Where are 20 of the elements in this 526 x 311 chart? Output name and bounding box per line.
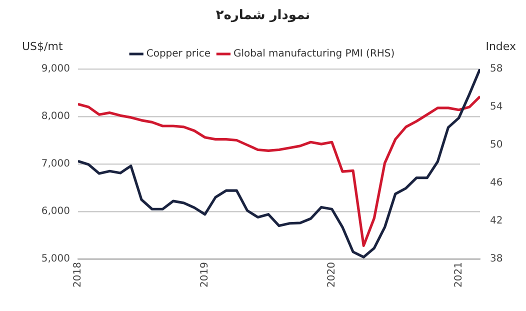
y2-tick-label: 58 <box>490 64 503 75</box>
y2-tick-label: 54 <box>490 102 503 113</box>
y-tick-label: 8,000 <box>41 111 70 122</box>
y2-tick-label: 50 <box>490 140 503 151</box>
x-tick-label: 2018 <box>72 262 84 288</box>
y-tick-label: 5,000 <box>41 254 70 265</box>
y-axis-title: US$/mt <box>22 40 63 53</box>
x-tick-label: 2020 <box>326 262 338 288</box>
x-tick-label: 2019 <box>200 262 211 288</box>
legend-label: Global manufacturing PMI (RHS) <box>233 48 395 60</box>
y-tick-label: 9,000 <box>41 64 70 75</box>
chart-title: نمودار شماره۲ <box>214 8 312 23</box>
y2-axis-title: Index <box>486 40 516 53</box>
y2-tick-label: 46 <box>490 178 503 189</box>
y-tick-label: 6,000 <box>41 206 70 218</box>
y2-tick-label: 38 <box>490 254 503 265</box>
legend-label: Copper price <box>146 48 210 60</box>
y-tick-label: 7,000 <box>41 158 70 170</box>
y2-tick-label: 42 <box>490 216 503 227</box>
x-tick-label: 2021 <box>453 262 464 288</box>
